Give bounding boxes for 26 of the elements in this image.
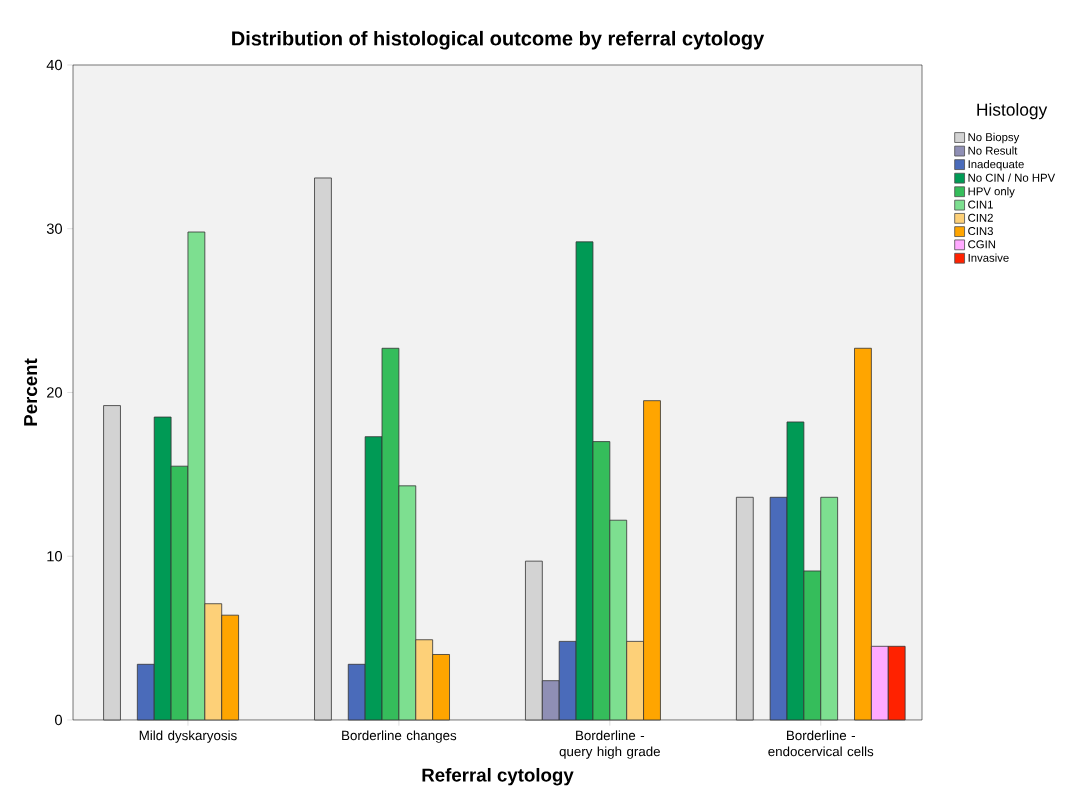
- legend-label: CGIN: [968, 240, 996, 249]
- x-tick-label: Borderline changes: [342, 730, 457, 743]
- legend-label: Inadequate: [968, 159, 1024, 171]
- y-tick-label: 10: [47, 551, 63, 562]
- legend-label: HPV only: [968, 186, 1015, 198]
- chart-title: Distribution of histological outcome by referral cytology: [232, 30, 765, 50]
- legend-label: No Result: [968, 146, 1018, 155]
- x-axis-title: Referral cytology: [422, 767, 574, 786]
- x-tick-label: Borderline - query high grade: [559, 730, 660, 759]
- legend-label: No CIN / No HPV: [968, 173, 1056, 182]
- legend-label: CIN1: [968, 200, 993, 209]
- bar: [735, 496, 754, 721]
- legend-label: No Biopsy: [968, 132, 1020, 144]
- x-tick-label: Mild dyskaryosis: [139, 730, 237, 743]
- x-tick-label: Borderline - endocervical cells: [768, 730, 874, 757]
- y-tick-label: 40: [46, 59, 63, 71]
- bar: [314, 177, 332, 721]
- y-tick-label: 20: [47, 387, 63, 398]
- legend-label: Invasive: [968, 253, 1009, 262]
- legend-label: CIN2: [968, 213, 993, 222]
- y-tick-label: 30: [46, 223, 63, 234]
- legend-title: Histology: [977, 103, 1048, 120]
- y-axis-title: Percent: [24, 358, 38, 426]
- bar: [103, 405, 121, 721]
- y-tick-label: 0: [55, 714, 63, 726]
- legend-label: CIN3: [968, 227, 993, 236]
